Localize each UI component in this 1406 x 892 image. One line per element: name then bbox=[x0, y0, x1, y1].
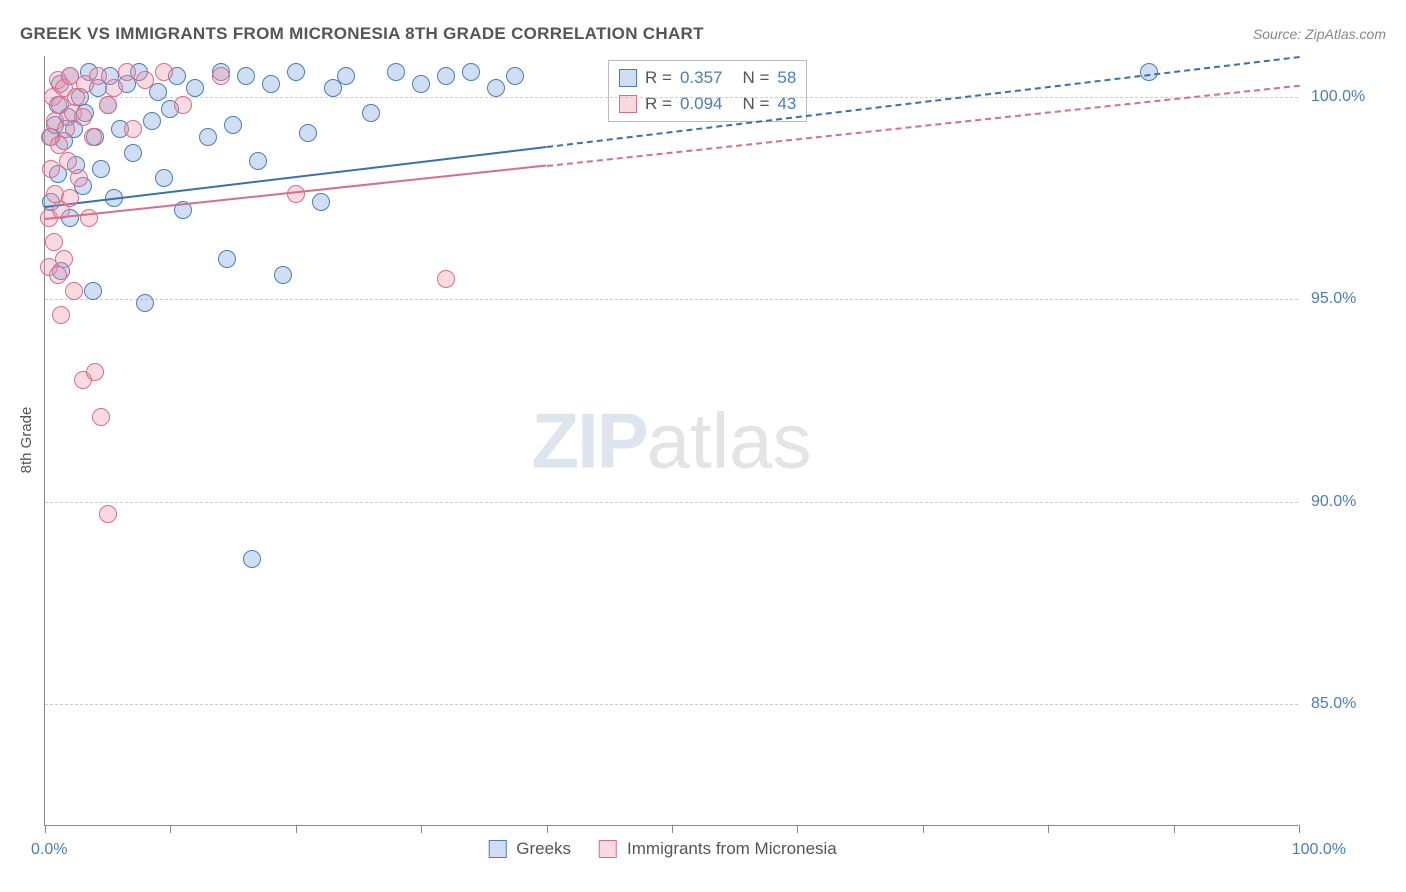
legend-swatch bbox=[619, 69, 637, 87]
gridline bbox=[45, 299, 1298, 300]
plot-area: ZIPatlas R = 0.357N = 58R = 0.094N = 43 … bbox=[44, 56, 1298, 826]
data-point bbox=[487, 79, 505, 97]
data-point bbox=[92, 160, 110, 178]
data-point bbox=[437, 270, 455, 288]
data-point bbox=[337, 67, 355, 85]
data-point bbox=[287, 63, 305, 81]
data-point bbox=[143, 112, 161, 130]
data-point bbox=[218, 250, 236, 268]
watermark: ZIPatlas bbox=[531, 395, 811, 486]
x-tick bbox=[421, 825, 422, 833]
gridline bbox=[45, 502, 1298, 503]
data-point bbox=[506, 67, 524, 85]
data-point bbox=[55, 250, 73, 268]
data-point bbox=[312, 193, 330, 211]
data-point bbox=[136, 294, 154, 312]
legend-swatch bbox=[619, 95, 637, 113]
data-point bbox=[92, 408, 110, 426]
data-point bbox=[42, 160, 60, 178]
data-point bbox=[45, 233, 63, 251]
series-legend: Greeks Immigrants from Micronesia bbox=[488, 839, 855, 859]
source-label: Source: ZipAtlas.com bbox=[1253, 26, 1386, 42]
legend-row: R = 0.357N = 58 bbox=[619, 65, 796, 91]
data-point bbox=[59, 152, 77, 170]
legend-swatch bbox=[488, 840, 506, 858]
legend-swatch bbox=[599, 840, 617, 858]
legend-label: Immigrants from Micronesia bbox=[627, 839, 837, 859]
data-point bbox=[50, 136, 68, 154]
x-tick bbox=[296, 825, 297, 833]
data-point bbox=[105, 79, 123, 97]
data-point bbox=[243, 550, 261, 568]
data-point bbox=[462, 63, 480, 81]
x-tick bbox=[170, 825, 171, 833]
gridline bbox=[45, 704, 1298, 705]
data-point bbox=[86, 363, 104, 381]
x-tick bbox=[797, 825, 798, 833]
data-point bbox=[136, 71, 154, 89]
data-point bbox=[49, 266, 67, 284]
chart-title: GREEK VS IMMIGRANTS FROM MICRONESIA 8TH … bbox=[20, 24, 704, 44]
data-point bbox=[61, 189, 79, 207]
gridline bbox=[45, 97, 1298, 98]
data-point bbox=[65, 282, 83, 300]
data-point bbox=[412, 75, 430, 93]
data-point bbox=[70, 169, 88, 187]
data-point bbox=[155, 63, 173, 81]
data-point bbox=[99, 505, 117, 523]
data-point bbox=[57, 120, 75, 138]
x-tick bbox=[1048, 825, 1049, 833]
data-point bbox=[84, 128, 102, 146]
data-point bbox=[124, 120, 142, 138]
x-tick bbox=[547, 825, 548, 833]
data-point bbox=[155, 169, 173, 187]
x-tick bbox=[45, 825, 46, 833]
data-point bbox=[84, 282, 102, 300]
data-point bbox=[89, 67, 107, 85]
data-point bbox=[262, 75, 280, 93]
x-axis-max-label: 100.0% bbox=[1292, 841, 1346, 859]
x-axis-min-label: 0.0% bbox=[31, 841, 67, 859]
data-point bbox=[99, 96, 117, 114]
data-point bbox=[52, 306, 70, 324]
y-axis-title: 8th Grade bbox=[18, 407, 35, 474]
legend-label: Greeks bbox=[516, 839, 571, 859]
data-point bbox=[274, 266, 292, 284]
data-point bbox=[174, 96, 192, 114]
data-point bbox=[237, 67, 255, 85]
data-point bbox=[118, 63, 136, 81]
data-point bbox=[224, 116, 242, 134]
data-point bbox=[74, 108, 92, 126]
y-tick-label: 95.0% bbox=[1311, 290, 1356, 308]
legend-row: R = 0.094N = 43 bbox=[619, 91, 796, 117]
x-tick bbox=[923, 825, 924, 833]
y-tick-label: 85.0% bbox=[1311, 695, 1356, 713]
correlation-legend: R = 0.357N = 58R = 0.094N = 43 bbox=[608, 60, 807, 122]
data-point bbox=[362, 104, 380, 122]
y-tick-label: 100.0% bbox=[1311, 88, 1365, 106]
data-point bbox=[249, 152, 267, 170]
data-point bbox=[387, 63, 405, 81]
x-tick bbox=[672, 825, 673, 833]
data-point bbox=[199, 128, 217, 146]
data-point bbox=[212, 67, 230, 85]
y-tick-label: 90.0% bbox=[1311, 493, 1356, 511]
data-point bbox=[186, 79, 204, 97]
data-point bbox=[437, 67, 455, 85]
data-point bbox=[299, 124, 317, 142]
x-tick bbox=[1299, 825, 1300, 833]
data-point bbox=[124, 144, 142, 162]
x-tick bbox=[1174, 825, 1175, 833]
